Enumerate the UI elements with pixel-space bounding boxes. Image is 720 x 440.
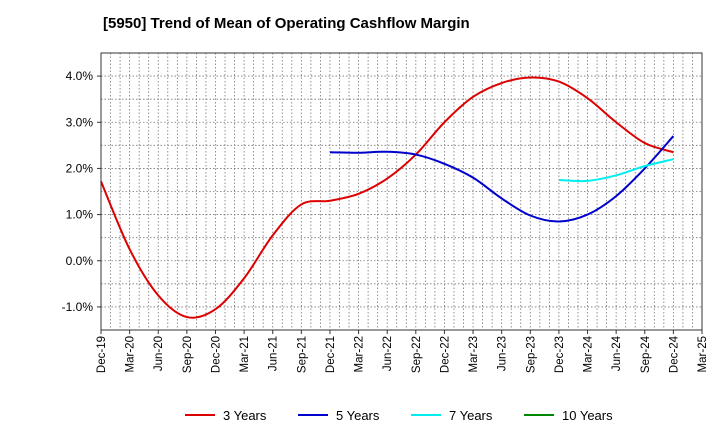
legend-label-3-years: 3 Years [223,408,267,423]
x-tick-label: Mar-25 [697,336,709,372]
x-tick-label: Sep-23 [525,336,537,373]
x-tick-label: Mar-20 [125,336,137,372]
plot-frame [100,52,703,331]
x-tick-label: Mar-22 [354,336,366,372]
series-line-3-years [100,76,674,319]
y-tick-label: 1.0% [66,208,94,222]
x-tick-label: Mar-24 [583,335,595,372]
x-tick-label: Mar-23 [468,336,480,372]
legend-label-5-years: 5 Years [336,408,380,423]
x-tick-label: Dec-20 [210,336,222,373]
x-tick-label: Dec-22 [439,336,451,373]
y-tick-label: -1.0% [62,300,94,314]
y-tick-label: 0.0% [66,254,94,268]
plot-grid [100,52,703,331]
y-tick-label: 2.0% [66,161,94,175]
x-tick-label: Jun-21 [268,336,280,371]
x-tick-label: Sep-22 [411,336,423,373]
y-tick-label: 3.0% [66,115,94,129]
chart-title: [5950] Trend of Mean of Operating Cashfl… [103,15,470,32]
x-tick-label: Dec-24 [668,335,680,373]
x-tick-label: Jun-24 [611,335,623,371]
x-tick-label: Jun-23 [497,336,509,371]
x-tick-label: Sep-20 [182,336,194,373]
x-tick-label: Dec-19 [96,336,108,373]
series-layer [100,76,675,319]
series-line-5-years [329,135,675,223]
x-tick-label: Sep-21 [296,336,308,373]
y-tick-label: 4.0% [66,69,94,83]
x-tick-label: Sep-24 [640,335,652,373]
legend-label-10-years: 10 Years [562,408,613,423]
x-tick-label: Jun-20 [153,336,165,371]
x-tick-label: Dec-21 [325,336,337,373]
series-line-7-years [558,158,674,183]
x-tick-label: Jun-22 [382,336,394,371]
legend: 3 Years 5 Years 7 Years 10 Years [185,408,613,423]
legend-label-7-years: 7 Years [449,408,493,423]
x-tick-label: Dec-23 [554,336,566,373]
x-tick-label: Mar-21 [239,336,251,372]
axis-layer: 4.0% 3.0% 2.0% 1.0% 0.0% -1.0% Dec-19 Mar-20 Jun… [62,52,709,373]
